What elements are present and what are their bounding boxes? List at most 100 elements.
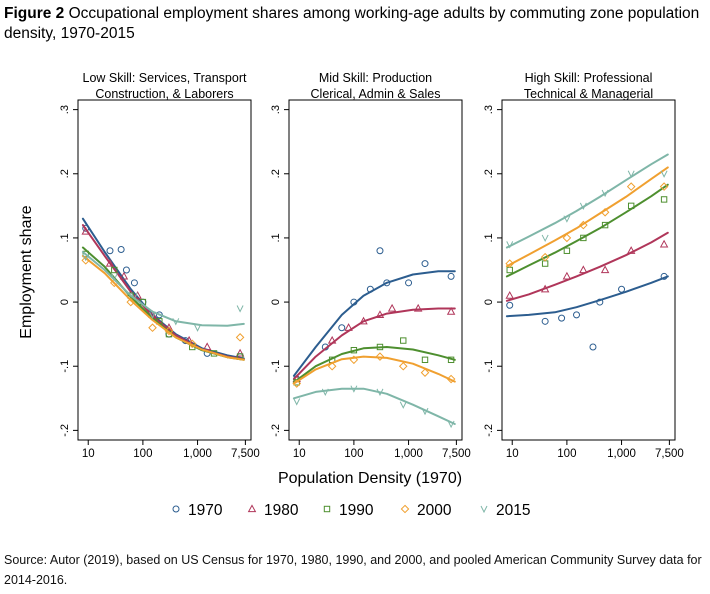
legend-item-1970: 1970 [172,502,223,519]
legend-label: 2000 [417,502,452,519]
chart-panels: Low Skill: Services, Transport Constructi… [59,71,684,460]
legend-marker [323,505,331,513]
figure-label: Figure 2 [4,5,65,22]
data-point [562,271,572,280]
x-tick-label: 1,000 [183,448,212,460]
fit-line-1980 [505,231,669,302]
series-2015 [292,385,456,429]
figure-title: Figure 2 Occupational employment shares … [4,4,704,44]
data-point [399,401,407,409]
data-point [659,239,669,248]
x-tick-label: 7,500 [442,448,471,460]
y-tick-label: -.2 [59,424,71,437]
legend-marker [172,505,180,513]
fit-line-2000 [81,254,245,361]
data-point [420,368,430,377]
y-tick-label: .2 [483,169,495,178]
y-tick-label: -.1 [270,360,282,373]
data-point [148,323,157,333]
fit-line-2015 [505,153,669,249]
y-tick-label: .1 [483,233,495,242]
chart-panel-3: High Skill: Professional Technical & Mana… [483,71,684,460]
data-point [660,170,668,178]
data-point [540,252,550,262]
data-point [421,356,429,364]
fit-line-2015 [292,387,456,425]
data-point [579,220,588,230]
chart-legend: 1970 1980 1990 2000 2015 [172,502,530,519]
panel-title-line: Clerical, Admin & Sales [311,87,441,101]
y-tick-label: -.2 [483,424,495,437]
data-point [122,266,130,274]
fit-line-1990 [505,183,669,278]
y-tick-label: 0 [59,299,71,305]
data-point [659,182,669,191]
x-tick-label: 100 [133,448,152,460]
data-point [446,307,456,315]
data-point [398,361,408,371]
panel-title-line: Low Skill: Services, Transport [83,71,247,85]
series-1980 [505,231,669,302]
series-2000 [81,254,245,361]
series-2000 [505,166,669,268]
data-point [376,247,384,255]
data-point [327,361,337,371]
data-point [235,348,245,357]
data-point [541,317,549,325]
data-point [573,311,581,319]
data-point [119,271,129,280]
data-point [558,314,566,322]
fit-line-2000 [292,355,456,385]
data-point [235,333,245,342]
legend-item-2000: 2000 [400,502,452,519]
y-tick-label: .2 [59,169,71,178]
panel-title-line: Construction, & Laborers [95,87,233,101]
data-point [350,385,358,393]
y-tick-label: .3 [483,105,495,114]
data-point [563,247,571,254]
y-tick-label: .1 [270,233,282,242]
panel-title-line: High Skill: Professional [525,71,653,85]
fit-line-1980 [292,307,456,381]
x-tick-label: 1,000 [394,448,423,460]
data-point [589,343,597,351]
data-point [338,324,346,332]
series-2015 [81,251,245,332]
legend-marker [247,504,257,513]
data-point [130,279,138,287]
plot-frame [288,99,463,441]
data-point [375,352,385,361]
data-point [202,342,212,351]
legend-marker [400,504,410,514]
data-point [236,305,244,313]
x-tick-label: 100 [344,448,363,460]
y-tick-label: 0 [270,299,282,305]
x-tick-label: 7,500 [655,448,684,460]
fit-line-1970 [505,275,669,318]
data-point [626,182,636,191]
data-point [505,291,514,299]
data-point [105,258,115,267]
data-point [117,245,125,253]
legend-item-1990: 1990 [323,502,374,519]
legend-label: 2015 [496,502,530,519]
y-tick-label: .1 [59,233,71,242]
data-point [562,233,572,243]
data-point [600,265,610,274]
x-axis-label: Population Density (1970) [278,470,462,487]
fit-line-1990 [292,346,456,384]
y-tick-label: .3 [59,105,71,114]
series-1990 [505,183,669,278]
fit-line-2000 [505,166,669,268]
data-point [405,279,413,287]
data-point [149,311,156,320]
series-1970 [505,272,669,351]
panel-title-line: Mid Skill: Production [319,71,432,85]
data-point [506,301,514,309]
fit-line-2015 [81,251,245,327]
data-point [421,260,429,268]
data-point [111,266,118,274]
source-note: Source: Autor (2019), based on US Census… [4,553,702,587]
x-tick-label: 100 [557,448,576,460]
